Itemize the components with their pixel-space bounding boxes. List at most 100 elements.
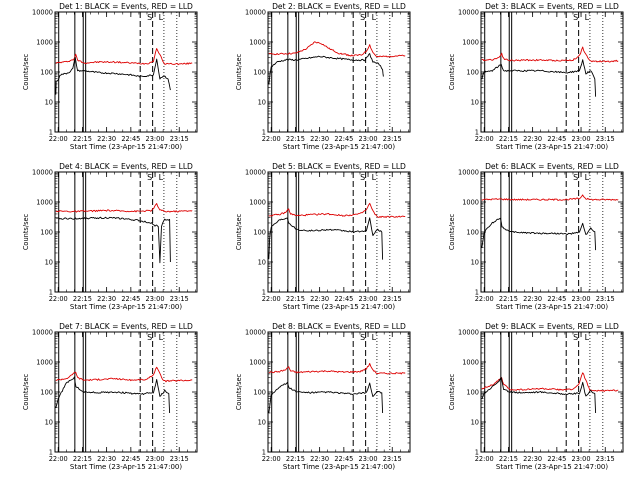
series-line-events: [268, 217, 384, 260]
x-axis-label: Start Time (23-Apr-15 21:47:00): [283, 463, 395, 471]
x-tick-label: 22:00: [49, 295, 68, 303]
plot-frame: [54, 11, 198, 133]
chart-title: Det 8: BLACK = Events, RED = LLD: [272, 322, 406, 331]
y-tick-label: 10: [471, 259, 479, 267]
x-tick-label: 22:45: [334, 135, 353, 143]
x-tick-label: 22:30: [310, 135, 329, 143]
y-tick-label: 100: [253, 69, 266, 77]
x-tick-label: 22:30: [97, 455, 116, 463]
marker-l-label: L: [372, 173, 377, 182]
y-axis-label: Counts/sec: [448, 373, 456, 410]
series-line-events: [481, 217, 597, 251]
x-tick-label: 23:00: [146, 455, 165, 463]
plot-frame: [480, 171, 624, 293]
y-tick-label: 1: [262, 129, 266, 137]
x-tick-label: 22:15: [286, 295, 305, 303]
x-tick-label: 22:00: [262, 295, 281, 303]
marker-l-label: L: [159, 333, 164, 342]
y-tick-label: 100: [40, 389, 53, 397]
series-line-lld: [55, 48, 193, 66]
x-axis-label: Start Time (23-Apr-15 21:47:00): [70, 143, 182, 151]
y-tick-label: 10: [45, 99, 53, 107]
x-axis-label: Start Time (23-Apr-15 21:47:00): [496, 143, 608, 151]
y-tick-label: 1: [49, 449, 53, 457]
marker-s-label: S: [573, 13, 578, 22]
y-tick-label: 1: [475, 449, 479, 457]
y-tick-label: 10: [471, 99, 479, 107]
x-tick-label: 22:15: [286, 455, 305, 463]
y-axis-label: Counts/sec: [22, 373, 30, 410]
chart-title: Det 4: BLACK = Events, RED = LLD: [59, 162, 193, 171]
x-tick-label: 22:30: [310, 455, 329, 463]
series-line-events: [55, 376, 171, 414]
y-tick-label: 10000: [458, 329, 479, 337]
marker-l-label: L: [585, 173, 590, 182]
plot-frame: [54, 171, 198, 293]
x-tick-label: 22:30: [523, 295, 542, 303]
y-tick-label: 1000: [249, 359, 266, 367]
marker-s-label: S: [573, 173, 578, 182]
y-axis-label: Counts/sec: [235, 213, 243, 250]
y-tick-label: 100: [466, 229, 479, 237]
y-tick-label: 10000: [458, 169, 479, 177]
x-tick-label: 22:15: [73, 295, 92, 303]
chart-title: Det 6: BLACK = Events, RED = LLD: [485, 162, 619, 171]
y-tick-label: 10000: [32, 169, 53, 177]
chart-panel-6: Det 6: BLACK = Events, RED = LLD 1 10 100 10…: [448, 162, 624, 311]
x-axis-label: Start Time (23-Apr-15 21:47:00): [496, 463, 608, 471]
x-tick-label: 22:15: [499, 295, 518, 303]
y-tick-label: 1: [475, 129, 479, 137]
x-tick-label: 22:30: [523, 455, 542, 463]
series-line-lld: [55, 203, 193, 213]
y-tick-label: 10: [471, 419, 479, 427]
y-tick-label: 1: [262, 289, 266, 297]
plot-frame: [267, 171, 411, 293]
marker-s-label: S: [147, 173, 152, 182]
y-tick-label: 100: [40, 69, 53, 77]
y-axis-label: Counts/sec: [235, 53, 243, 90]
plot-frame: [480, 331, 624, 453]
y-tick-label: 100: [466, 389, 479, 397]
x-tick-label: 23:00: [359, 295, 378, 303]
x-tick-label: 22:45: [334, 295, 353, 303]
chart-panel-5: Det 5: BLACK = Events, RED = LLD 1 10 100 10…: [235, 162, 411, 311]
chart-title: Det 5: BLACK = Events, RED = LLD: [272, 162, 406, 171]
y-tick-label: 10: [258, 259, 266, 267]
x-tick-label: 22:15: [73, 455, 92, 463]
x-tick-label: 23:00: [146, 295, 165, 303]
series-line-lld: [481, 194, 619, 201]
chart-panel-9: Det 9: BLACK = Events, RED = LLD 1 10 100 10…: [448, 322, 624, 471]
y-tick-label: 10000: [458, 9, 479, 17]
plot-frame: [267, 11, 411, 133]
series-line-lld: [481, 372, 619, 392]
y-tick-label: 10: [45, 259, 53, 267]
x-tick-label: 22:45: [547, 455, 566, 463]
x-tick-label: 23:00: [572, 135, 591, 143]
x-tick-label: 23:15: [383, 455, 402, 463]
chart-title: Det 3: BLACK = Events, RED = LLD: [485, 2, 619, 11]
x-tick-label: 22:00: [49, 455, 68, 463]
y-tick-label: 10: [45, 419, 53, 427]
x-tick-label: 22:45: [121, 295, 140, 303]
x-tick-label: 23:00: [359, 455, 378, 463]
y-tick-label: 1000: [249, 199, 266, 207]
chart-panel-2: Det 2: BLACK = Events, RED = LLD 1 10 100 10…: [235, 2, 411, 151]
y-tick-label: 100: [466, 69, 479, 77]
y-tick-label: 1: [49, 289, 53, 297]
x-tick-label: 23:15: [383, 295, 402, 303]
series-line-lld: [268, 41, 406, 58]
y-tick-label: 1000: [462, 199, 479, 207]
marker-l-label: L: [159, 13, 164, 22]
series-line-lld: [55, 366, 193, 383]
x-tick-label: 22:15: [73, 135, 92, 143]
y-tick-label: 10: [258, 419, 266, 427]
x-tick-label: 22:15: [499, 135, 518, 143]
x-tick-label: 23:15: [596, 295, 615, 303]
marker-s-label: S: [573, 333, 578, 342]
y-axis-label: Counts/sec: [448, 53, 456, 90]
x-tick-label: 23:15: [596, 455, 615, 463]
marker-l-label: L: [585, 13, 590, 22]
y-tick-label: 10: [258, 99, 266, 107]
x-axis-label: Start Time (23-Apr-15 21:47:00): [283, 303, 395, 311]
